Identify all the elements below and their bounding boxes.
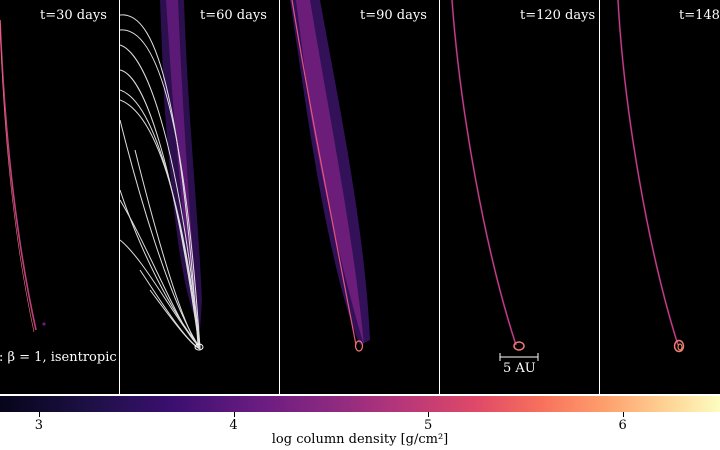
colorbar-tick [622,412,624,417]
dot-t30 [42,322,46,326]
panel-title: t=90 days [360,8,427,23]
stream-halo-t120 [451,0,517,346]
pericenter-inner-t148 [677,343,683,351]
colorbar-tick-label: 6 [618,418,627,433]
panel-title: t=148 d [679,8,720,23]
stream-t30 [0,19,37,331]
panel-t120: t=120 days 5 AU [440,0,599,394]
colorbar-tick [38,412,40,417]
panel-t60-plot [120,0,204,351]
pericenter-t120 [513,341,525,351]
panel-t30-plot [0,19,46,333]
stream-t120 [451,0,517,346]
panel-t148: t=148 d [600,0,720,394]
panel-row: t=30 days : β = 1, isentropic [0,0,720,394]
colorbar-label: log column density [g/cm²] [271,432,449,447]
colorbar-tick [428,412,430,417]
panel-t30: t=30 days : β = 1, isentropic [0,0,119,394]
stream-t90 [291,0,357,346]
colorbar-ticks [0,412,720,420]
orbit-pericenter [194,343,204,351]
colorbar [0,396,720,412]
panel-t90-plot [290,0,370,352]
panel-caption: : β = 1, isentropic [0,350,117,365]
scale-bar [499,353,539,361]
panel-title: t=60 days [200,8,267,23]
panel-t60: t=60 days [120,0,279,394]
pericenter-t148 [673,339,685,353]
scale-bar-label: 5 AU [503,361,536,376]
orbit-lines [120,14,201,350]
panel-title: t=120 days [520,8,596,23]
panel-t120-plot [451,0,539,361]
colorbar-tick-label: 4 [229,418,238,433]
colorbar-tick-label: 3 [34,418,44,433]
panel-t148-plot [617,0,685,353]
panel-t90: t=90 days [280,0,439,394]
colorbar-tick-label: 5 [423,418,433,433]
panel-title: t=30 days [40,8,107,23]
stream-halo-t148 [617,0,679,346]
pericenter-t90 [354,340,364,352]
stream-core-t30 [0,19,35,333]
stream-t148 [617,0,679,346]
colorbar-tick [233,412,235,417]
debris-core-t90 [296,0,364,345]
debris-core-t60 [166,0,198,320]
